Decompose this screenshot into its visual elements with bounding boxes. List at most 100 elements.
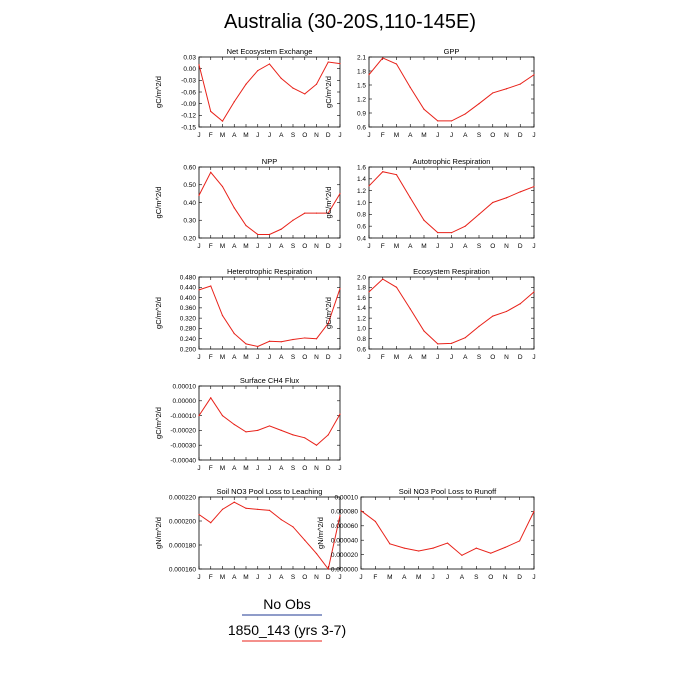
data-point (221, 508, 224, 510)
panel-title: NPP (262, 157, 277, 166)
x-tick-label: M (421, 354, 426, 361)
y-tick-label: -0.00040 (170, 457, 196, 464)
x-tick-label: A (232, 465, 237, 472)
x-tick-label: O (488, 574, 493, 581)
data-point (198, 289, 200, 291)
y-tick-label: 0.00010 (173, 383, 197, 390)
x-tick-label: A (408, 132, 413, 139)
data-point (368, 185, 370, 187)
data-point (519, 191, 521, 193)
series-line (360, 510, 535, 556)
x-tick-label: M (387, 574, 392, 581)
series-line (368, 278, 535, 345)
data-point (339, 413, 341, 415)
x-tick-label: J (359, 574, 362, 581)
data-point (450, 342, 453, 344)
data-point (382, 57, 384, 59)
x-tick-label: D (326, 132, 331, 139)
data-point (461, 554, 463, 556)
panel-title: Autotrophic Respiration (413, 157, 491, 166)
x-tick-label: J (338, 354, 341, 361)
legend-entry-0-label: No Obs (263, 596, 310, 612)
data-point (257, 70, 259, 72)
y-tick-label: 0.00010 (335, 494, 359, 501)
x-tick-label: F (373, 574, 377, 581)
x-tick-label: J (338, 132, 341, 139)
x-tick-label: S (477, 243, 482, 250)
data-point (268, 63, 271, 65)
panel-frame (368, 276, 535, 350)
data-point (327, 568, 329, 570)
y-axis-label: gC/m^2/d (154, 297, 163, 329)
panel-8: Soil NO3 Pool Loss to Runoff gN/m^2/d 0.00… (316, 487, 536, 581)
data-point (423, 219, 425, 221)
x-tick-label: A (279, 574, 284, 581)
x-tick-label: O (302, 354, 307, 361)
panel-title: Soil NO3 Pool Loss to Leaching (217, 487, 323, 496)
data-point (505, 310, 508, 313)
y-tick-label: 0.320 (180, 315, 197, 322)
data-point (533, 510, 535, 512)
data-point (327, 212, 329, 214)
data-point (268, 509, 271, 511)
data-point (446, 542, 449, 544)
x-tick-label: F (209, 574, 213, 581)
panel-title: Surface CH4 Flux (240, 376, 299, 385)
data-point (304, 212, 306, 214)
y-axis-label: gN/m^2/d (316, 517, 325, 549)
panel-frame (360, 496, 535, 570)
data-point (418, 550, 420, 552)
data-point (210, 110, 212, 113)
x-tick-label: M (220, 243, 225, 250)
data-point (198, 415, 200, 417)
panel-frame (198, 276, 341, 350)
data-point (478, 325, 480, 327)
x-tick-label: J (197, 243, 200, 250)
x-tick-label: S (477, 132, 482, 139)
x-tick-label: J (338, 574, 341, 581)
data-point (233, 101, 235, 103)
data-point (304, 337, 306, 339)
data-point (210, 522, 212, 524)
data-point (403, 547, 405, 549)
x-tick-label: O (302, 243, 307, 250)
data-point (315, 444, 318, 446)
data-point (450, 120, 453, 122)
y-tick-label: 0.480 (180, 274, 197, 281)
x-tick-label: S (474, 574, 479, 581)
x-tick-label: O (302, 574, 307, 581)
data-point (382, 278, 384, 280)
y-axis-label: gC/m^2/d (324, 76, 333, 108)
x-tick-label: J (436, 243, 439, 250)
x-tick-label: F (209, 243, 213, 250)
y-axis-label: gN/m^2/d (154, 517, 163, 549)
panel-frame (198, 56, 341, 128)
data-point (198, 64, 200, 66)
data-point (437, 232, 439, 234)
data-point (233, 207, 235, 209)
data-point (280, 519, 282, 521)
data-point (492, 92, 494, 94)
data-point (505, 197, 508, 199)
x-tick-label: J (268, 132, 271, 139)
x-tick-label: D (518, 132, 523, 139)
x-tick-label: N (314, 354, 319, 361)
series-line (368, 57, 535, 122)
y-tick-label: 0.000220 (169, 494, 196, 501)
data-point (315, 338, 318, 340)
data-point (478, 213, 480, 215)
data-point (233, 332, 235, 335)
y-tick-label: 2.0 (357, 274, 366, 281)
x-tick-label: D (517, 574, 522, 581)
x-tick-label: A (279, 465, 284, 472)
legend-entry-1-label: 1850_143 (yrs 3-7) (228, 622, 346, 638)
data-point (221, 185, 224, 188)
y-tick-label: 0.20 (183, 235, 196, 242)
data-point (533, 291, 535, 293)
x-tick-label: S (291, 574, 296, 581)
x-tick-label: J (367, 354, 370, 361)
data-point (492, 315, 494, 317)
data-point (221, 314, 224, 317)
